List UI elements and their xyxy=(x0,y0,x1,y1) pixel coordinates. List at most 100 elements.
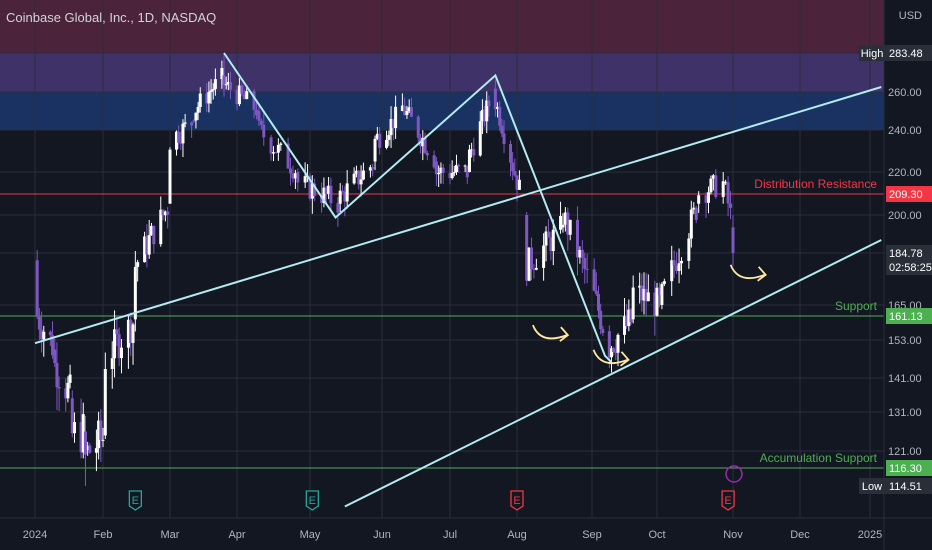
candle-body xyxy=(583,257,587,269)
candle-body xyxy=(448,172,452,179)
x-tick-label: Feb xyxy=(94,529,113,541)
candle-body xyxy=(37,316,41,330)
candle-body xyxy=(115,329,119,335)
candle-body xyxy=(675,265,679,271)
candle-body xyxy=(599,310,603,330)
candle-body xyxy=(336,203,340,213)
candle-body xyxy=(293,173,297,179)
candle-body xyxy=(345,183,349,202)
candle-body xyxy=(563,212,567,225)
candle-body xyxy=(161,209,165,216)
candle-body xyxy=(183,122,187,124)
candle-body xyxy=(245,91,249,99)
candle-body xyxy=(324,187,328,194)
candle-body xyxy=(566,212,570,235)
candle-body xyxy=(159,209,163,245)
candle-body xyxy=(655,287,659,316)
candle-body xyxy=(629,309,633,323)
candle-body xyxy=(610,348,613,358)
candle-body xyxy=(198,93,202,107)
candle-body xyxy=(672,260,676,266)
candle-body xyxy=(222,75,226,84)
candle-body xyxy=(644,288,648,302)
price-label-value: 283.48 xyxy=(889,48,923,60)
candle-body xyxy=(86,445,90,451)
candle-body xyxy=(575,219,579,258)
earnings-oct-label: E xyxy=(724,495,731,507)
x-tick-label: 2024 xyxy=(23,529,47,541)
candle-body xyxy=(110,358,114,370)
candle-body xyxy=(313,183,317,196)
candle-body xyxy=(509,144,513,163)
candle-body xyxy=(286,143,290,169)
x-tick-label: Mar xyxy=(161,529,180,541)
candle-body xyxy=(389,118,393,136)
candle-body xyxy=(329,185,333,204)
candle-body xyxy=(237,85,241,105)
candle-body xyxy=(592,269,596,291)
candle-body xyxy=(594,290,598,294)
candle-body xyxy=(359,179,363,185)
candle-body xyxy=(181,123,185,144)
candle-body xyxy=(662,281,666,284)
candle-body xyxy=(694,207,698,220)
candle-body xyxy=(472,149,476,156)
candle-body xyxy=(585,268,589,270)
candle-body xyxy=(385,139,389,148)
candle-body xyxy=(500,125,504,134)
candle-body xyxy=(177,131,181,143)
candle-body xyxy=(677,263,681,271)
candle-body xyxy=(568,219,572,235)
candle-body xyxy=(35,260,39,317)
price-label-bg xyxy=(886,45,932,61)
candle-body xyxy=(68,374,72,383)
candle-body xyxy=(341,190,345,192)
candle-body xyxy=(209,90,213,93)
candle-body xyxy=(597,293,600,311)
candle-body xyxy=(450,172,454,179)
candle-body xyxy=(530,247,534,269)
candle-body xyxy=(387,135,391,140)
candle-body xyxy=(361,170,365,180)
candle-body xyxy=(113,329,117,359)
candle-body xyxy=(544,231,548,246)
chart-title: Coinbase Global, Inc., 1D, NASDAQ xyxy=(6,10,217,25)
price-label-name: High xyxy=(861,48,884,60)
candle-body xyxy=(625,316,629,327)
candle-body xyxy=(692,207,696,210)
candle-body xyxy=(81,414,85,453)
price-label-bg xyxy=(886,478,932,494)
candle-body xyxy=(580,249,584,258)
candle-body xyxy=(614,352,618,354)
candle-body xyxy=(272,152,275,154)
candle-body xyxy=(542,245,546,268)
candle-body xyxy=(378,133,382,148)
candle-body xyxy=(485,100,489,122)
candle-body xyxy=(527,247,531,281)
candle-body xyxy=(432,155,436,168)
y-tick-label: 240.00 xyxy=(888,125,922,137)
candle-body xyxy=(511,162,515,172)
candle-body xyxy=(653,292,657,316)
candle-body xyxy=(498,106,502,126)
x-tick-label: Aug xyxy=(507,529,527,541)
candle-body xyxy=(354,170,358,174)
candle-body xyxy=(407,107,411,112)
candle-body xyxy=(274,152,278,154)
candle-body xyxy=(42,331,46,340)
candle-body xyxy=(343,191,347,202)
candle-body xyxy=(439,167,443,173)
candle-body xyxy=(502,133,506,145)
arrow-doodle-sep-head xyxy=(619,351,630,367)
arrow-doodle-nov-head xyxy=(757,266,767,282)
candle-body xyxy=(133,266,137,320)
candle-body xyxy=(638,285,642,288)
candle-body xyxy=(670,260,674,282)
candle-body xyxy=(252,91,256,110)
annotation-label: Support xyxy=(835,299,878,313)
candle-body xyxy=(291,173,295,179)
candle-body xyxy=(40,329,44,340)
candle-body xyxy=(279,143,283,145)
candle-body xyxy=(310,183,314,199)
